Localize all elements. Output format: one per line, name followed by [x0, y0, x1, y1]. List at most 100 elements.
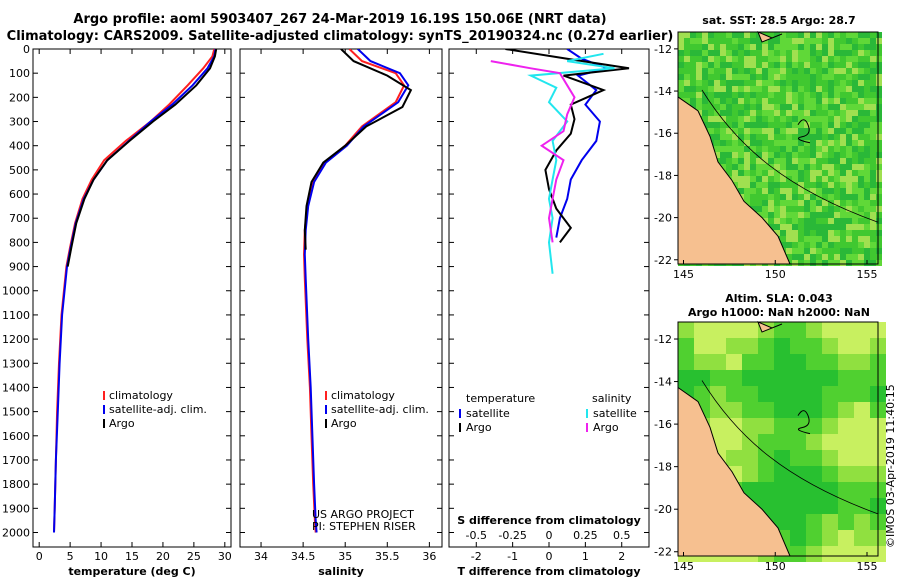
map1-cell	[756, 140, 762, 146]
map1-cell	[774, 218, 780, 224]
map1-cell	[828, 248, 834, 254]
map1-cell	[870, 170, 876, 176]
map1-cell	[846, 134, 852, 140]
map2-cell	[822, 530, 838, 546]
map1-cell	[768, 128, 774, 134]
map1-cell	[864, 32, 870, 38]
map2-cell	[710, 418, 726, 434]
map1-cell	[738, 164, 744, 170]
map2-x-tick-label: 150	[765, 560, 786, 573]
map1-cell	[762, 206, 768, 212]
map1-cell	[762, 152, 768, 158]
map1-cell	[816, 140, 822, 146]
map1-cell	[726, 44, 732, 50]
map1-cell	[732, 44, 738, 50]
map1-cell	[696, 44, 702, 50]
map2-title-line2: Argo h1000: NaN h2000: NaN	[687, 306, 871, 319]
map1-cell	[780, 152, 786, 158]
map1-cell	[828, 206, 834, 212]
map1-cell	[756, 44, 762, 50]
map2-cell	[742, 418, 758, 434]
map1-cell	[876, 38, 882, 44]
map1-cell	[708, 62, 714, 68]
map1-cell	[798, 128, 804, 134]
map1-cell	[822, 110, 828, 116]
x-tick-label: -1	[507, 550, 518, 563]
map1-cell	[852, 152, 858, 158]
map1-cell	[810, 62, 816, 68]
map2-cell	[678, 370, 694, 386]
map1-cell	[702, 110, 708, 116]
map1-cell	[696, 74, 702, 80]
map2-cell	[758, 482, 774, 498]
map1-cell	[780, 44, 786, 50]
map1-cell	[702, 104, 708, 110]
map1-cell	[840, 44, 846, 50]
map1-cell	[876, 110, 882, 116]
map1-cell	[816, 80, 822, 86]
map1-cell	[876, 188, 882, 194]
map1-cell	[834, 50, 840, 56]
map1-cell	[870, 62, 876, 68]
map1-cell	[816, 176, 822, 182]
map1-cell	[804, 248, 810, 254]
map1-cell	[714, 116, 720, 122]
map1-cell	[804, 152, 810, 158]
map1-cell	[804, 32, 810, 38]
map1-cell	[768, 152, 774, 158]
map1-cell	[786, 248, 792, 254]
map1-cell	[720, 98, 726, 104]
map2-cell	[790, 354, 806, 370]
map1-cell	[810, 104, 816, 110]
map1-cell	[780, 140, 786, 146]
map1-cell	[822, 200, 828, 206]
map1-cell	[750, 194, 756, 200]
map1-cell	[804, 92, 810, 98]
map1-cell	[852, 134, 858, 140]
map1-cell	[786, 164, 792, 170]
depth-tick-label: 400	[9, 140, 30, 153]
map1-cell	[828, 140, 834, 146]
map1-cell	[768, 86, 774, 92]
map1-cell	[846, 248, 852, 254]
map1-cell	[774, 50, 780, 56]
map1-cell	[702, 44, 708, 50]
map1-cell	[780, 68, 786, 74]
map1-cell	[876, 44, 882, 50]
map1-cell	[828, 230, 834, 236]
map1-cell	[810, 32, 816, 38]
map1-cell	[762, 212, 768, 218]
map1-cell	[870, 146, 876, 152]
map1-cell	[840, 158, 846, 164]
map1-cell	[846, 152, 852, 158]
map1-cell	[786, 74, 792, 80]
map1-cell	[852, 146, 858, 152]
map1-cell	[786, 200, 792, 206]
map1-cell	[810, 152, 816, 158]
map1-cell	[714, 140, 720, 146]
map1-cell	[852, 254, 858, 260]
map1-cell	[852, 260, 858, 266]
map1-cell	[774, 104, 780, 110]
map1-cell	[876, 62, 882, 68]
map1-cell	[864, 212, 870, 218]
map1-cell	[804, 62, 810, 68]
map1-cell	[864, 158, 870, 164]
map1-cell	[798, 122, 804, 128]
map1-cell	[858, 260, 864, 266]
map2-cell	[774, 370, 790, 386]
legend-label: satellite-adj. clim.	[109, 403, 207, 416]
map1-cell	[798, 200, 804, 206]
map1-cell	[714, 152, 720, 158]
map1-cell	[774, 182, 780, 188]
map1-cell	[864, 68, 870, 74]
map1-cell	[846, 110, 852, 116]
map1-cell	[816, 200, 822, 206]
series-t-satellite	[555, 49, 611, 238]
map1-cell	[738, 62, 744, 68]
map2-cell	[822, 370, 838, 386]
map1-cell	[822, 32, 828, 38]
map1-cell	[822, 152, 828, 158]
map1-cell	[834, 260, 840, 266]
map1-cell	[852, 182, 858, 188]
